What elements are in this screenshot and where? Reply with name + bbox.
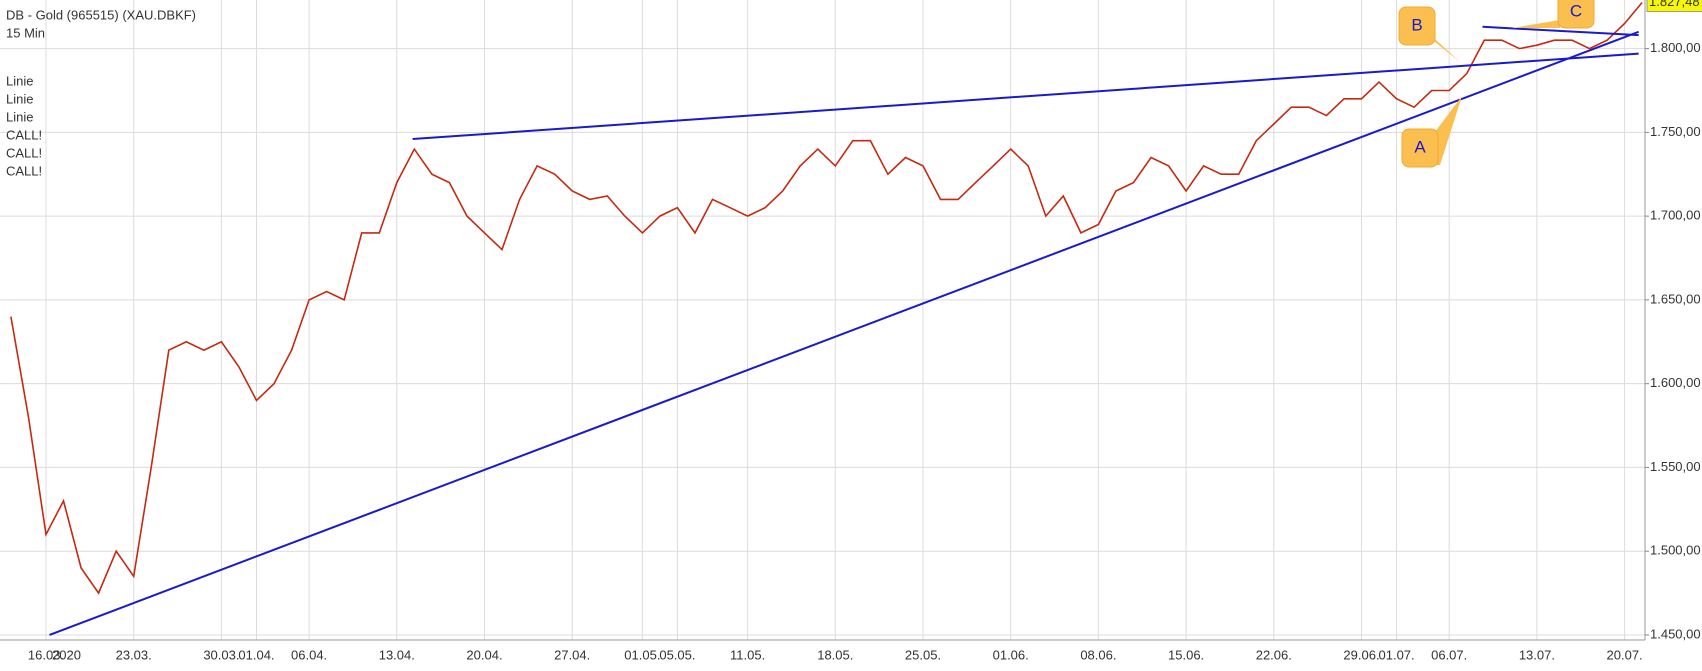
x-tick-label: 18.05.: [817, 647, 853, 662]
legend-entry: Linie: [6, 91, 33, 106]
callout-b: B: [1398, 6, 1460, 62]
x-tick-label: 06.04.: [291, 647, 327, 662]
grid: [0, 0, 1645, 640]
x-tick-label: 06.07.: [1431, 647, 1467, 662]
x-tick-label: 29.06.: [1343, 647, 1379, 662]
trend-line: [412, 52, 1639, 141]
callout-label: A: [1414, 137, 1426, 156]
legend-entry: Linie: [6, 73, 33, 88]
x-year-label: 2020: [52, 647, 81, 662]
callout-c: C: [1512, 0, 1595, 29]
callout-box: [1557, 0, 1595, 29]
y-tick-label: 1.600,00: [1650, 375, 1701, 390]
y-tick-label: 1.750,00: [1650, 124, 1701, 139]
x-tick-label: 15.06.: [1168, 647, 1204, 662]
signal-entry: CALL!: [6, 127, 42, 142]
x-tick-label: 01.07.: [1379, 647, 1415, 662]
x-tick-label: 20.07.: [1607, 647, 1643, 662]
x-tick-label: 25.05.: [905, 647, 941, 662]
x-tick-label: 30.03.: [203, 647, 239, 662]
price-line: [10, 1, 1643, 595]
x-tick-label: 13.04.: [379, 647, 415, 662]
signal-entry: CALL!: [6, 163, 42, 178]
callout-box: [1401, 128, 1439, 168]
callout-a: A: [1401, 96, 1462, 168]
signal-entry: CALL!: [6, 145, 42, 160]
callout-label: C: [1570, 1, 1582, 20]
y-tick-label: 1.800,00: [1650, 40, 1701, 55]
y-tick-label: 1.450,00: [1650, 626, 1701, 641]
plot: [10, 1, 1643, 636]
x-tick-label: 01.06.: [993, 647, 1029, 662]
last-price-box: [1646, 0, 1702, 13]
y-tick-label: 1.700,00: [1650, 208, 1701, 223]
y-tick-label: 1.650,00: [1650, 291, 1701, 306]
x-tick-label: 05.05.: [659, 647, 695, 662]
y-tick-label: 1.550,00: [1650, 459, 1701, 474]
x-tick-label: 11.05.: [730, 647, 765, 662]
callout-box: [1398, 6, 1436, 46]
legend-entry: Linie: [6, 109, 33, 124]
x-tick-label: 23.03.: [116, 647, 152, 662]
x-tick-label: 16.03.: [28, 647, 64, 662]
trend-line: [49, 30, 1639, 636]
last-price-label: 1.827,48: [1649, 0, 1700, 9]
x-tick-label: 20.04.: [466, 647, 502, 662]
x-tick-label: 01.04.: [238, 647, 274, 662]
x-tick-label: 27.04.: [554, 647, 590, 662]
x-tick-label: 08.06.: [1080, 647, 1116, 662]
chart-title: DB - Gold (965515) (XAU.DBKF): [6, 7, 196, 22]
x-tick-label: 13.07.: [1519, 647, 1555, 662]
x-tick-label: 01.05.: [624, 647, 660, 662]
chart-subtitle: 15 Min: [6, 25, 45, 40]
x-tick-label: 22.06.: [1256, 647, 1292, 662]
y-tick-label: 1.500,00: [1650, 543, 1701, 558]
callout-pointer: [1512, 20, 1560, 28]
trend-line: [1482, 25, 1639, 37]
callout-label: B: [1411, 15, 1422, 34]
